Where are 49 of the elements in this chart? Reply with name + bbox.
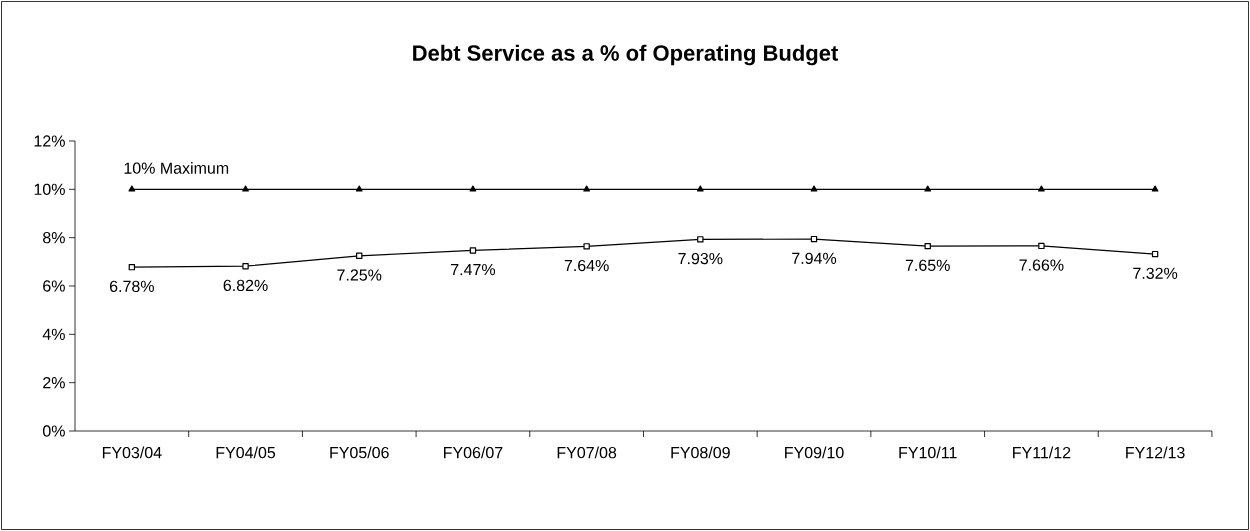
y-tick-label: 4% (42, 328, 65, 340)
point (583, 243, 590, 250)
point (469, 185, 477, 192)
data-label: 7.47% (451, 264, 496, 276)
y-tick-label: 0% (42, 425, 65, 437)
point (697, 236, 704, 243)
x-tick-label: FY05/06 (330, 446, 389, 459)
x-tick-label: FY06/07 (444, 446, 503, 459)
data-label: 6.82% (223, 279, 268, 292)
data-label: 7.66% (1019, 259, 1064, 271)
point (469, 247, 477, 254)
point (355, 185, 363, 192)
data-label: 7.25% (337, 269, 382, 281)
point (242, 185, 249, 192)
point (1151, 250, 1159, 258)
point (924, 185, 932, 192)
point (1038, 242, 1045, 250)
x-tick-label: FY08/09 (671, 446, 730, 459)
data-label: 7.64% (564, 259, 609, 272)
point (242, 262, 249, 270)
x-tick-label: FY03/04 (102, 446, 162, 459)
point (1151, 185, 1159, 192)
x-tick-label: FY07/08 (557, 446, 617, 459)
data-label: 7.93% (678, 252, 723, 265)
chart-title: Debt Service as a % of Operating Budget (413, 44, 839, 66)
y-tick-label: 6% (43, 280, 65, 292)
series-label: 10% Maximum (124, 162, 229, 174)
x-tick-label: FY04/05 (216, 446, 276, 459)
data-label: 7.65% (905, 259, 950, 271)
y-tick-label: 8% (43, 232, 65, 244)
point (583, 185, 590, 192)
point (924, 242, 931, 250)
point (696, 185, 704, 192)
y-tick-label: 12% (34, 135, 65, 147)
point (810, 235, 818, 243)
x-tick-label: FY09/10 (785, 446, 844, 459)
x-tick-label: FY11/12 (1013, 446, 1071, 459)
y-tick-label: 2% (43, 377, 65, 389)
point (810, 185, 818, 192)
y-tick-label: 10% (34, 183, 65, 195)
point (128, 185, 136, 192)
x-tick-label: FY12/13 (1126, 446, 1185, 459)
point (1038, 185, 1045, 192)
point (128, 263, 136, 271)
point (356, 252, 363, 259)
data-label: 7.32% (1133, 267, 1178, 279)
data-label: 7.94% (792, 252, 837, 264)
x-tick-label: FY10/11 (899, 446, 957, 459)
data-label: 6.78% (109, 280, 154, 293)
